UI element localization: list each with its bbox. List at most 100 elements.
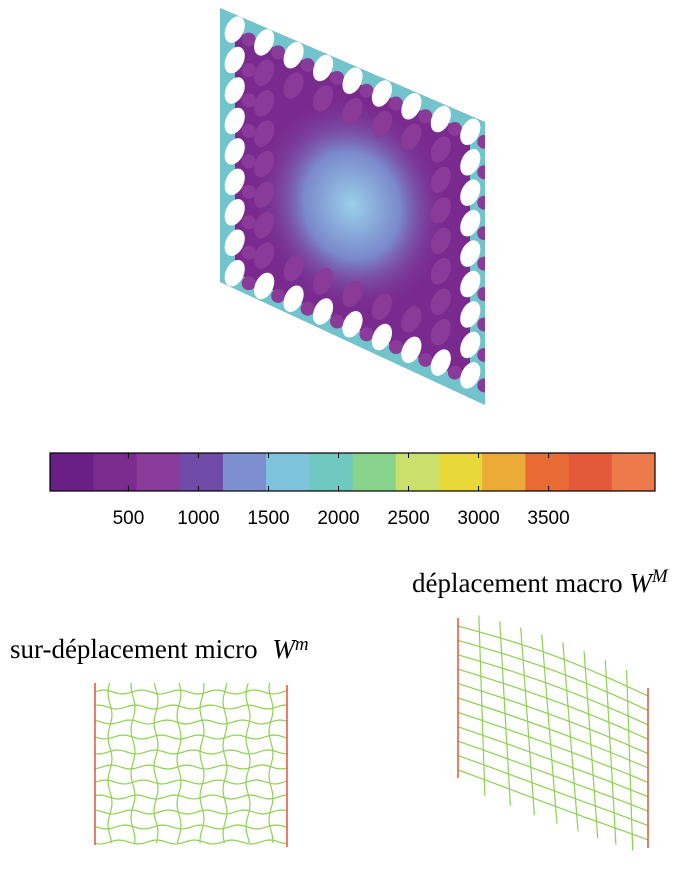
grid-line <box>107 682 113 844</box>
grid-line <box>130 682 136 844</box>
deformed-plate <box>220 8 485 405</box>
hole <box>430 349 451 376</box>
dot <box>271 45 286 60</box>
inner-hole <box>342 97 363 125</box>
colorbar-segment <box>50 453 94 491</box>
hole <box>254 29 275 56</box>
inner-hole <box>430 258 451 285</box>
hole <box>312 54 334 82</box>
dot <box>477 287 485 302</box>
inner-hole <box>283 72 304 99</box>
grid-line <box>222 682 228 844</box>
grid-line <box>457 625 649 697</box>
dot <box>477 165 485 180</box>
dot <box>241 276 256 291</box>
colorbar-segment <box>568 453 613 491</box>
colorbar-frame <box>49 452 656 492</box>
micro-grid <box>94 682 288 847</box>
dot <box>241 123 256 138</box>
colorbar-segment <box>309 453 353 491</box>
hole <box>224 16 245 43</box>
colorbar-segment <box>395 453 440 491</box>
hole <box>224 138 245 165</box>
inner-hole <box>254 150 275 178</box>
macro-label: déplacement macro WM <box>412 566 669 598</box>
dot <box>241 93 256 108</box>
hole <box>342 67 363 94</box>
colorbar-tick-label: 2500 <box>387 508 429 529</box>
inner-hole <box>371 110 393 138</box>
grid-line <box>94 839 288 845</box>
hole <box>460 240 481 267</box>
inner-hole <box>254 242 275 269</box>
hole <box>371 80 393 107</box>
hole <box>224 77 245 104</box>
inner-hole <box>254 90 275 117</box>
colorbar-segment <box>93 453 137 491</box>
inner-hole <box>254 120 275 147</box>
dot <box>477 378 485 393</box>
dot <box>447 365 462 380</box>
dot <box>330 70 345 85</box>
hole <box>224 259 245 287</box>
inner-hole <box>283 255 304 282</box>
inner-hole <box>430 288 451 315</box>
inner-hole <box>430 197 451 224</box>
hole <box>401 93 422 120</box>
grid-line <box>457 711 649 783</box>
inner-hole <box>401 123 422 150</box>
dot <box>359 83 374 98</box>
hole <box>312 298 334 325</box>
dot <box>418 109 433 124</box>
grid-line <box>457 697 649 769</box>
grid-line <box>94 749 288 755</box>
colorbar-segment <box>482 453 526 491</box>
dot <box>388 96 403 111</box>
hole <box>224 199 245 226</box>
dot <box>477 226 485 241</box>
grid-line <box>457 639 649 711</box>
inner-hole <box>254 211 275 239</box>
hole <box>224 168 245 196</box>
dot <box>241 32 256 47</box>
inner-hole <box>254 59 275 87</box>
grid-line <box>153 682 159 844</box>
grid-line <box>94 719 288 725</box>
grid-line <box>457 683 649 755</box>
dot <box>241 154 256 169</box>
hole <box>283 285 304 312</box>
hole <box>460 209 481 237</box>
dot <box>271 288 286 303</box>
colorbar-segment <box>136 453 181 491</box>
colorbar-segment <box>438 453 483 491</box>
hole <box>460 362 481 389</box>
inner-hole <box>254 181 275 208</box>
dot <box>300 301 315 316</box>
hole <box>342 311 363 338</box>
grid-line <box>245 682 251 844</box>
grid-line <box>94 794 288 800</box>
hole <box>224 107 245 135</box>
inner-hole <box>430 166 451 194</box>
dot <box>477 195 485 210</box>
dot <box>418 352 433 367</box>
grid-line <box>457 654 649 726</box>
dot <box>241 184 256 199</box>
hole <box>371 323 393 351</box>
colorbar-tick-label: 1500 <box>247 508 289 529</box>
inner-hole <box>312 267 334 295</box>
inner-hole <box>312 85 334 112</box>
grid-line <box>94 809 288 815</box>
dot <box>447 122 462 137</box>
inner-hole <box>371 293 393 320</box>
colorbar-tick-label: 500 <box>113 508 145 529</box>
inner-hole <box>430 318 451 346</box>
dot <box>359 327 374 342</box>
dot <box>477 256 485 271</box>
hole <box>430 105 451 133</box>
dot <box>477 134 485 149</box>
dot <box>477 317 485 332</box>
dot <box>477 347 485 362</box>
dot <box>330 314 345 329</box>
hole <box>460 270 481 298</box>
